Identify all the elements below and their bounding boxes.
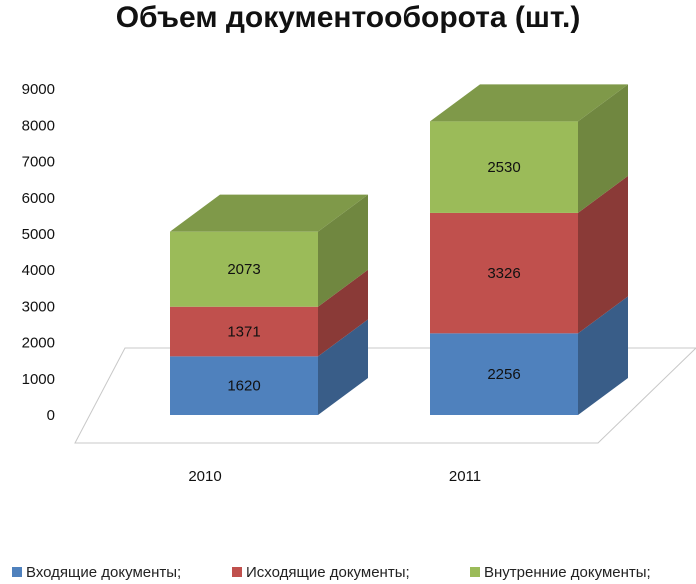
legend-swatch <box>232 567 242 578</box>
data-label-2011-0: 2256 <box>487 366 520 383</box>
y-tick-label: 0 <box>47 407 55 424</box>
bar-side-2010-1 <box>318 269 368 357</box>
chart-title: Объем документооборота (шт.) <box>115 1 581 34</box>
y-tick-label: 5000 <box>22 226 55 243</box>
legend-label: Исходящие документы; <box>246 564 410 581</box>
y-tick-label: 1000 <box>22 371 55 388</box>
bar-2011-0 <box>430 333 578 415</box>
y-tick-label: 8000 <box>22 117 55 134</box>
legend-item: Входящие документы; <box>12 564 181 581</box>
data-label-2010-2: 2073 <box>227 261 260 278</box>
chart-floor <box>74 347 696 444</box>
y-tick-label: 3000 <box>22 298 55 315</box>
legend-swatch <box>470 567 480 578</box>
y-tick-label: 9000 <box>22 81 55 98</box>
legend-swatch <box>12 567 22 578</box>
data-label-2010-1: 1371 <box>227 324 260 341</box>
bar-side-2011-0 <box>578 296 628 415</box>
bar-2011-1 <box>430 212 578 334</box>
bar-side-2010-0 <box>318 319 368 415</box>
bar-2011-2 <box>430 121 578 213</box>
bar-side-2011-2 <box>578 84 628 213</box>
y-tick-label: 4000 <box>22 262 55 279</box>
data-label-2011-1: 3326 <box>487 265 520 282</box>
bar-side-2010-2 <box>318 194 368 307</box>
bar-side-2011-1 <box>578 175 628 334</box>
data-label-2011-2: 2530 <box>487 159 520 176</box>
bar-top-2011 <box>430 84 628 122</box>
chart-legend: Входящие документы; Исходящие документы; В… <box>0 560 696 584</box>
legend-label: Входящие документы; <box>26 564 182 581</box>
x-tick-label: 2010 <box>188 468 221 485</box>
legend-label: Внутренние документы; <box>484 564 651 581</box>
x-tick-label: 2011 <box>449 468 481 485</box>
y-tick-label: 7000 <box>22 154 55 171</box>
y-tick-label: 2000 <box>22 335 55 352</box>
data-label-2010-0: 1620 <box>227 378 260 395</box>
bar-2010-2 <box>170 231 318 307</box>
bar-top-2010 <box>170 194 368 232</box>
legend-item: Исходящие документы; <box>232 564 410 581</box>
bar-2010-1 <box>170 306 318 357</box>
bar-2010-0 <box>170 356 318 415</box>
legend-item: Внутренние документы; <box>470 564 651 581</box>
y-tick-label: 6000 <box>22 190 55 207</box>
chart-plot: 0 1000 2000 3000 4000 5000 6000 7000 8000 9000 162… <box>22 81 696 485</box>
